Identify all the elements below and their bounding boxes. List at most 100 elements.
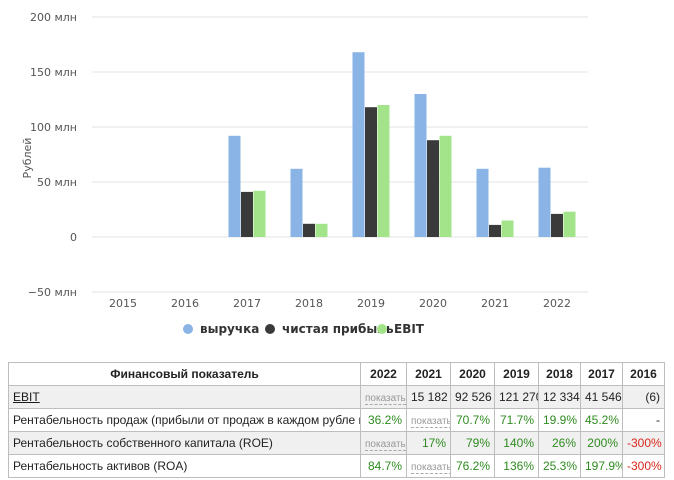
bar-EBIT-2020[interactable] xyxy=(439,135,452,237)
x-axis: 2015 2016 2017 2018 2019 2020 2021 2022 xyxy=(109,297,571,310)
x-tick-label: 2020 xyxy=(419,297,447,310)
value-cell: 25.3% xyxy=(538,454,581,478)
value-text: 71.7% xyxy=(499,413,534,427)
value-text: 84.7% xyxy=(367,459,402,473)
value-text: 45.2% xyxy=(585,413,620,427)
legend-marker xyxy=(377,324,387,334)
x-tick-label: 2017 xyxy=(233,297,261,310)
x-tick-label: 2022 xyxy=(543,297,571,310)
legend-label: выручка xyxy=(200,322,259,336)
indicator-label: Рентабельность активов (ROA) xyxy=(13,459,188,473)
value-text: 12 334 xyxy=(543,390,580,404)
value-cell: 17% xyxy=(406,431,451,455)
bar-EBIT-2022[interactable] xyxy=(563,211,576,237)
bar-выручка-2021[interactable] xyxy=(476,168,489,237)
bar-чистая-прибыль-2022[interactable] xyxy=(551,213,563,237)
value-cell: 76.2% xyxy=(450,454,495,478)
legend-item[interactable]: выручка xyxy=(183,322,259,336)
value-cell: 12 334 xyxy=(538,385,581,409)
bar-выручка-2022[interactable] xyxy=(538,167,551,237)
financial-indicators-table: Финансовый показатель 2022 2021 2020 2019 201… xyxy=(8,362,665,478)
value-cell: 121 270 xyxy=(494,385,539,409)
table-row: Рентабельность активов (ROA) 84.7% показат… xyxy=(8,454,665,478)
value-cell: 70.7% xyxy=(450,408,495,432)
bar-чистая-прибыль-2020[interactable] xyxy=(427,140,439,237)
bar-EBIT-2018[interactable] xyxy=(315,223,328,237)
value-cell: -300% xyxy=(622,431,665,455)
value-text: 79% xyxy=(465,436,490,450)
legend-label: EBIT xyxy=(394,322,425,336)
value-cell: 19.9% xyxy=(538,408,581,432)
value-text: 41 546 xyxy=(585,390,622,404)
show-value-button[interactable]: показать xyxy=(365,393,406,405)
column-header-year: 2018 xyxy=(538,362,581,386)
show-value-button[interactable]: показать xyxy=(365,439,406,451)
value-cell: 92 526 xyxy=(450,385,495,409)
x-tick-label: 2016 xyxy=(171,297,199,310)
indicator-name-cell: Рентабельность собственного капитала (RO… xyxy=(8,431,361,455)
value-cell: 45.2% xyxy=(580,408,623,432)
y-tick-label: 150 млн xyxy=(30,66,77,79)
show-value-button[interactable]: показать xyxy=(411,416,451,428)
value-cell: 84.7% xyxy=(360,454,407,478)
value-text: 200% xyxy=(587,436,618,450)
value-cell: (6) xyxy=(622,385,665,409)
value-cell: 15 182 xyxy=(406,385,451,409)
column-header-year: 2017 xyxy=(580,362,623,386)
bar-выручка-2020[interactable] xyxy=(414,94,427,237)
indicator-label: Рентабельность собственного капитала (RO… xyxy=(13,436,273,450)
table-header-row: Финансовый показатель 2022 2021 2020 2019 201… xyxy=(8,362,665,386)
legend-item[interactable]: EBIT xyxy=(377,322,425,336)
indicator-name-cell: Рентабельность продаж (прибыли от продаж… xyxy=(8,408,361,432)
legend-item[interactable]: чистая прибыль xyxy=(265,322,394,336)
bar-EBIT-2021[interactable] xyxy=(501,220,514,238)
chart-bars xyxy=(228,52,576,238)
y-tick-label: 0 xyxy=(70,231,77,244)
value-cell: -300% xyxy=(622,454,665,478)
chart-legend[interactable]: выручка чистая прибыль EBIT xyxy=(183,322,425,336)
value-cell: показать xyxy=(360,431,407,455)
indicator-link[interactable]: EBIT xyxy=(13,390,40,404)
y-axis-title: Рублей xyxy=(21,138,34,179)
column-header-year: 2022 xyxy=(360,362,407,386)
value-cell: 197.9% xyxy=(580,454,623,478)
bar-выручка-2018[interactable] xyxy=(290,168,303,237)
indicator-name-cell: Рентабельность активов (ROA) xyxy=(8,454,361,478)
table-row: Рентабельность продаж (прибыли от продаж… xyxy=(8,408,665,432)
revenue-profit-chart: −50 млн 0 50 млн 100 млн 150 млн 200 млн 2015… xyxy=(21,11,588,336)
column-header-year: 2020 xyxy=(450,362,495,386)
bar-EBIT-2017[interactable] xyxy=(253,190,266,237)
value-cell: показать xyxy=(360,385,407,409)
column-header-year: 2021 xyxy=(406,362,451,386)
y-tick-label: 100 млн xyxy=(30,121,77,134)
legend-marker xyxy=(265,324,275,334)
value-cell: 140% xyxy=(494,431,539,455)
value-text: 197.9% xyxy=(585,459,623,473)
value-text: 15 182 xyxy=(411,390,448,404)
bar-чистая-прибыль-2021[interactable] xyxy=(489,224,501,237)
bar-EBIT-2019[interactable] xyxy=(377,105,390,237)
bar-чистая-прибыль-2018[interactable] xyxy=(303,223,315,237)
value-text: 19.9% xyxy=(543,413,578,427)
chart-gridlines xyxy=(92,16,588,293)
y-tick-label: 200 млн xyxy=(30,11,77,24)
value-text: (6) xyxy=(645,390,660,404)
value-text: 92 526 xyxy=(455,390,492,404)
value-cell: 79% xyxy=(450,431,495,455)
value-text: 136% xyxy=(503,459,534,473)
show-value-button[interactable]: показать xyxy=(411,462,451,474)
value-cell: 26% xyxy=(538,431,581,455)
bar-чистая-прибыль-2017[interactable] xyxy=(241,191,253,237)
value-cell: 41 546 xyxy=(580,385,623,409)
value-cell: - xyxy=(622,408,665,432)
value-cell: 36.2% xyxy=(360,408,407,432)
value-text: 26% xyxy=(551,436,576,450)
value-text: -300% xyxy=(627,436,662,450)
bar-выручка-2019[interactable] xyxy=(352,52,365,238)
bar-выручка-2017[interactable] xyxy=(228,135,241,237)
y-axis: −50 млн 0 50 млн 100 млн 150 млн 200 млн xyxy=(28,11,77,299)
legend-marker xyxy=(183,324,193,334)
value-text: 17% xyxy=(421,436,446,450)
bar-чистая-прибыль-2019[interactable] xyxy=(365,107,377,237)
value-text: 140% xyxy=(503,436,534,450)
